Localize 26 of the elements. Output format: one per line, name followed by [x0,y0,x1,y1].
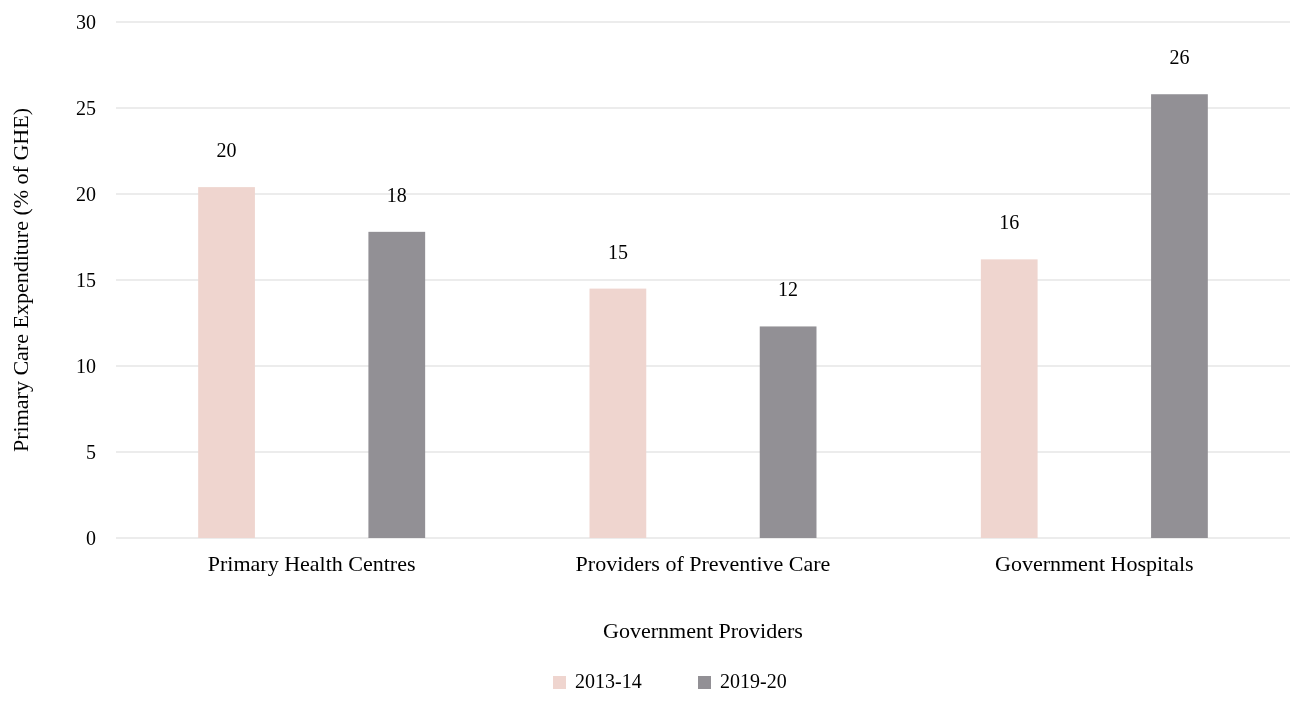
data-label: 18 [386,183,407,206]
y-tick-label: 5 [86,441,96,463]
bar [1151,94,1208,538]
bar [198,187,255,538]
x-axis-title: Government Providers [603,618,803,643]
y-tick-label: 15 [76,269,96,291]
data-label: 16 [999,211,1020,234]
x-tick-label: Government Hospitals [995,551,1194,576]
y-tick-label: 0 [86,527,96,549]
y-tick-label: 20 [76,183,96,205]
data-label: 20 [216,139,237,162]
bar [980,259,1038,538]
data-label: 26 [1169,46,1190,69]
bar [589,288,647,538]
legend-label: 2013-14 [575,670,642,692]
y-tick-label: 10 [76,355,96,377]
y-tick-label: 25 [76,97,96,119]
legend-label: 2019-20 [720,670,787,692]
y-axis-title: Primary Care Expenditure (% of GHE) [8,108,33,452]
bar [759,326,817,538]
data-label: 15 [607,240,628,263]
x-tick-label: Providers of Preventive Care [575,551,831,576]
bar [368,231,426,538]
y-tick-label: 30 [76,11,96,33]
data-label: 12 [778,278,799,301]
x-tick-label: Primary Health Centres [207,551,416,576]
